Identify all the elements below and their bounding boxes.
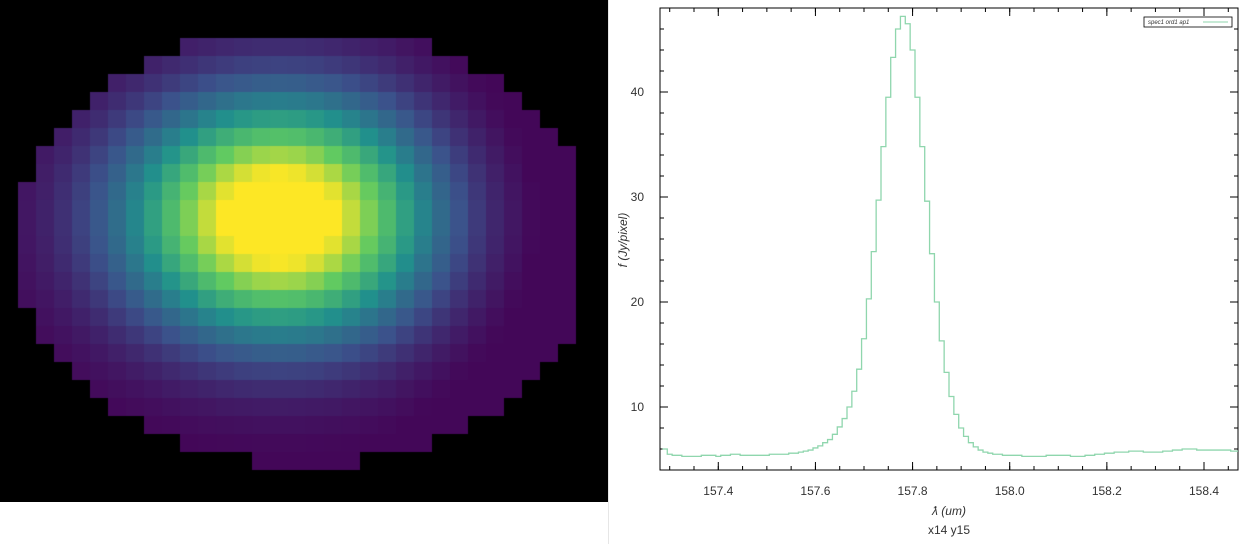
- x-tick-label: 158.4: [1189, 484, 1219, 498]
- legend[interactable]: spec1 ord1 ap1: [1143, 16, 1233, 28]
- panel-divider: [608, 0, 609, 544]
- x-tick-label: 157.4: [703, 484, 733, 498]
- cube-image-canvas[interactable]: [0, 0, 608, 502]
- spectrum-plot-svg[interactable]: 157.4 157.6 157.8 158.0 158.2 158.4 10203040 …: [609, 0, 1243, 544]
- x-tick-label: 157.6: [800, 484, 830, 498]
- y-axis-ticks: 10 20 30 40: [631, 7, 1238, 471]
- x-tick-label: 158.2: [1092, 484, 1122, 498]
- y-tick-label: 40: [631, 85, 645, 99]
- x-tick-label: 158.0: [995, 484, 1025, 498]
- legend-label: spec1 ord1 ap1: [1148, 20, 1189, 26]
- y-tick-label: 10: [631, 400, 645, 414]
- y-tick-label: 20: [631, 295, 645, 309]
- spectrum-series-line: [662, 15, 1238, 457]
- cube-image-viewer[interactable]: [0, 0, 608, 502]
- y-tick-label: 30: [631, 190, 645, 204]
- x-tick-label: 157.8: [898, 484, 928, 498]
- cursor-coordinates: x14 y15: [928, 523, 970, 537]
- y-axis-title: f (Jy/pixel): [616, 213, 630, 268]
- spectrum-viewer[interactable]: 157.4 157.6 157.8 158.0 158.2 158.4 10 20 30 40 …: [609, 0, 1243, 544]
- series-layer: [662, 15, 1238, 457]
- x-axis-title: ƛ (um): [931, 504, 966, 518]
- plot-frame: [659, 7, 1239, 471]
- legend-box: [1143, 16, 1233, 28]
- x-axis-ticks: 157.4 157.6 157.8 158.0 158.2 158.4: [669, 8, 1229, 498]
